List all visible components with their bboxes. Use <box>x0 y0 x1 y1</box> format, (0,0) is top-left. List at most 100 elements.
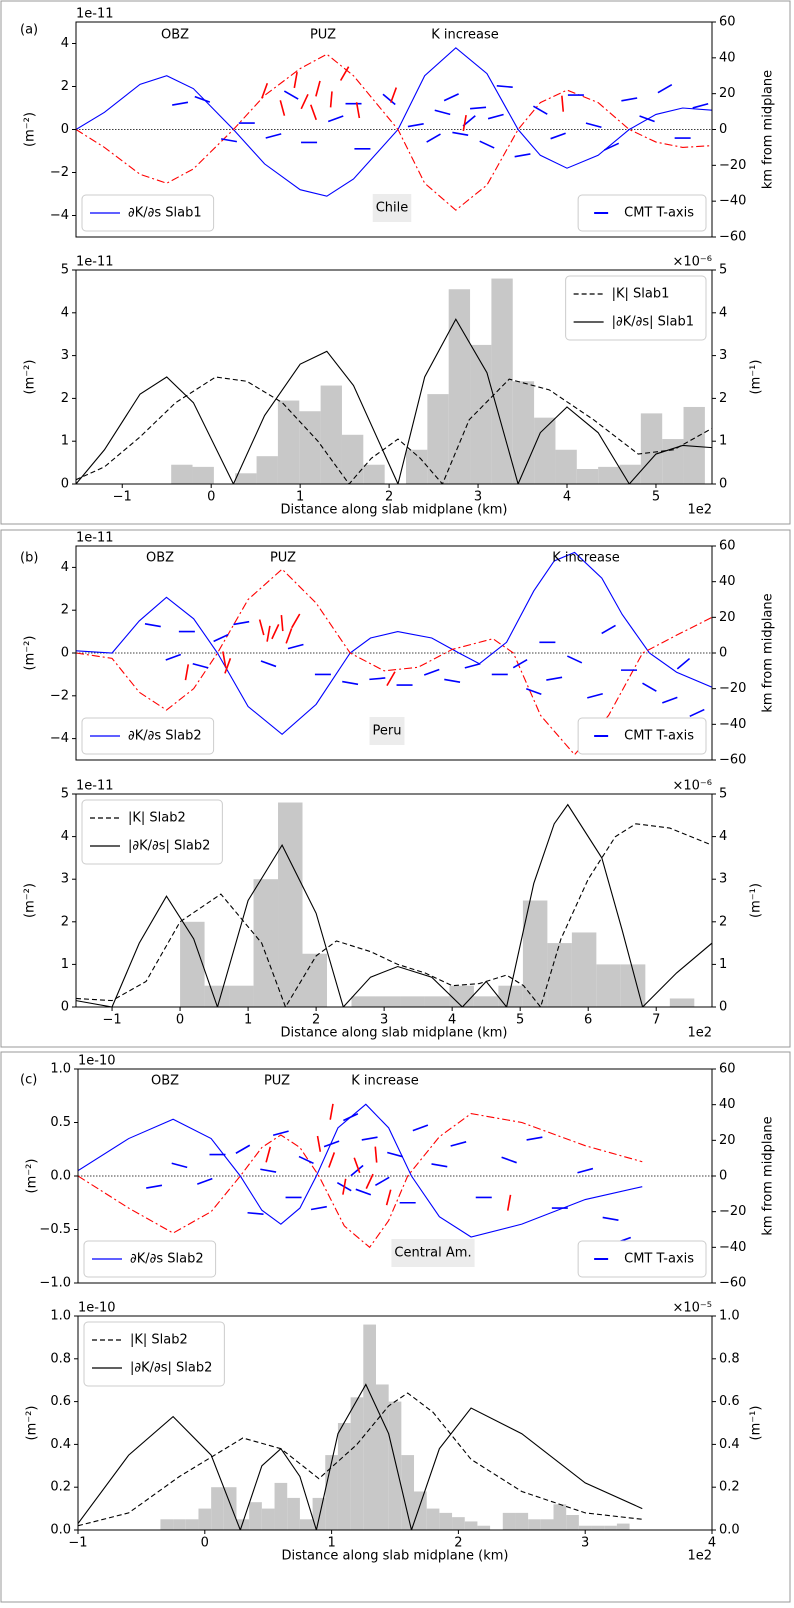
cmt-t-axis <box>279 100 286 116</box>
cmt-t-axis <box>501 1156 517 1164</box>
x-tick-label: 7 <box>652 1013 660 1028</box>
legend-label: CMT T-axis <box>624 1252 694 1267</box>
hist-bar <box>274 1482 288 1530</box>
legend: CMT T-axis <box>577 717 707 755</box>
cmt-t-axis <box>369 677 386 681</box>
hist-bar <box>204 985 230 1007</box>
cmt-t-axis <box>310 104 317 121</box>
y-tick-label: −1.0 <box>39 1276 71 1291</box>
y-tick-label: 0 <box>61 477 69 492</box>
hist-bar <box>448 289 471 484</box>
hist-bar <box>277 400 300 484</box>
y2-tick-label: 0.4 <box>719 1437 740 1452</box>
legend-label: |K| Slab1 <box>612 287 670 302</box>
x-tick-label: 0 <box>176 1013 184 1028</box>
y-tick-label: −2 <box>50 165 69 180</box>
x-tick-label: 2 <box>312 1013 320 1028</box>
y2-tick-label: 3 <box>719 872 727 887</box>
y2-tick-label: −40 <box>719 717 746 732</box>
cmt-t-axis <box>280 615 284 632</box>
y2-axis-label: (m⁻¹) <box>749 883 764 918</box>
cmt-t-axis <box>621 97 638 102</box>
y2-axis-label: (m⁻¹) <box>749 1406 764 1441</box>
hist-bar <box>171 464 193 484</box>
y-tick-label: 4 <box>61 36 69 51</box>
y-tick-label: 0.0 <box>50 1169 71 1184</box>
y-tick-label: −4 <box>50 731 69 746</box>
curve <box>76 551 712 736</box>
hist-bar <box>426 1508 440 1530</box>
hist-bar <box>341 434 364 484</box>
y-tick-label: 3 <box>61 872 69 887</box>
legend: CMT T-axis <box>577 1240 707 1278</box>
x-tick-label: −1 <box>102 1013 121 1028</box>
cmt-t-axis <box>355 1188 372 1196</box>
y-tick-label: 0.6 <box>50 1394 71 1409</box>
hist-bar <box>388 1401 402 1530</box>
hist-bar <box>223 1487 237 1530</box>
y2-tick-label: 60 <box>719 539 736 554</box>
cmt-t-axis <box>601 624 616 635</box>
y2-tick-label: 2 <box>719 914 727 929</box>
plot-area <box>76 802 712 1007</box>
cmt-t-axis <box>444 678 461 683</box>
hist-bar <box>498 985 523 1007</box>
legend-label: |∂K/∂s| Slab1 <box>612 315 694 330</box>
cmt-t-axis <box>603 142 620 151</box>
y-tick-label: 1 <box>61 434 69 449</box>
hist-bar <box>522 900 548 1007</box>
cmt-t-axis <box>291 613 301 629</box>
hist-bar <box>337 1423 351 1530</box>
y-axis-label: (m⁻²) <box>23 112 38 147</box>
cmt-t-axis <box>374 1176 390 1187</box>
legend-label: |∂K/∂s| Slab2 <box>128 839 210 854</box>
y2-tick-label: 20 <box>719 1133 736 1148</box>
legend-box <box>565 275 707 341</box>
x-tick-label: 4 <box>708 1536 716 1551</box>
cmt-t-axis <box>443 93 459 102</box>
cmt-t-axis <box>146 1184 163 1189</box>
y2-tick-label: −60 <box>719 1276 746 1291</box>
cmt-t-axis <box>343 1113 359 1122</box>
y-tick-label: 5 <box>61 787 69 802</box>
cmt-t-axis <box>184 664 190 681</box>
cmt-t-axis <box>144 623 161 628</box>
hist-bar <box>452 1517 465 1530</box>
y2-tick-label: 1 <box>719 434 727 449</box>
y-tick-label: 0 <box>61 646 69 661</box>
cmt-t-axis <box>298 1155 314 1165</box>
hist-bar <box>566 1515 579 1530</box>
cmt-t-axis <box>532 105 548 115</box>
hist-bar <box>235 473 257 484</box>
y2-tick-label: 3 <box>719 348 727 363</box>
cmt-t-axis <box>450 1141 467 1147</box>
legend: |K| Slab2 |∂K/∂s| Slab2 <box>81 799 223 865</box>
cmt-t-axis <box>689 708 705 718</box>
cmt-t-axis <box>676 657 691 670</box>
plot-area <box>76 551 712 756</box>
cmt-t-axis <box>224 658 232 674</box>
hist-bar <box>198 1508 212 1530</box>
curve <box>76 53 712 211</box>
cmt-t-axis <box>526 1136 543 1141</box>
cmt-t-axis <box>287 643 304 650</box>
hist-bar <box>211 1487 224 1530</box>
y-tick-label: 0 <box>61 122 69 137</box>
cmt-t-axis <box>327 115 344 123</box>
hist-bar <box>502 1512 516 1530</box>
cmt-t-axis <box>525 688 542 696</box>
curve <box>76 47 712 197</box>
y-tick-label: 5 <box>61 263 69 278</box>
hist-bar <box>576 469 599 484</box>
cmt-t-axis <box>350 1164 364 1177</box>
curve <box>76 376 712 484</box>
curve <box>76 318 712 484</box>
x-tick-label: 2 <box>454 1536 462 1551</box>
annotation: OBZ <box>161 28 189 43</box>
cmt-t-axis <box>506 1194 512 1211</box>
region-label-bg <box>369 717 405 745</box>
cmt-t-axis <box>662 696 678 704</box>
legend: |K| Slab1 |∂K/∂s| Slab1 <box>565 275 707 341</box>
y-axis-label: (m⁻²) <box>25 1406 40 1441</box>
legend-label: CMT T-axis <box>624 729 694 744</box>
